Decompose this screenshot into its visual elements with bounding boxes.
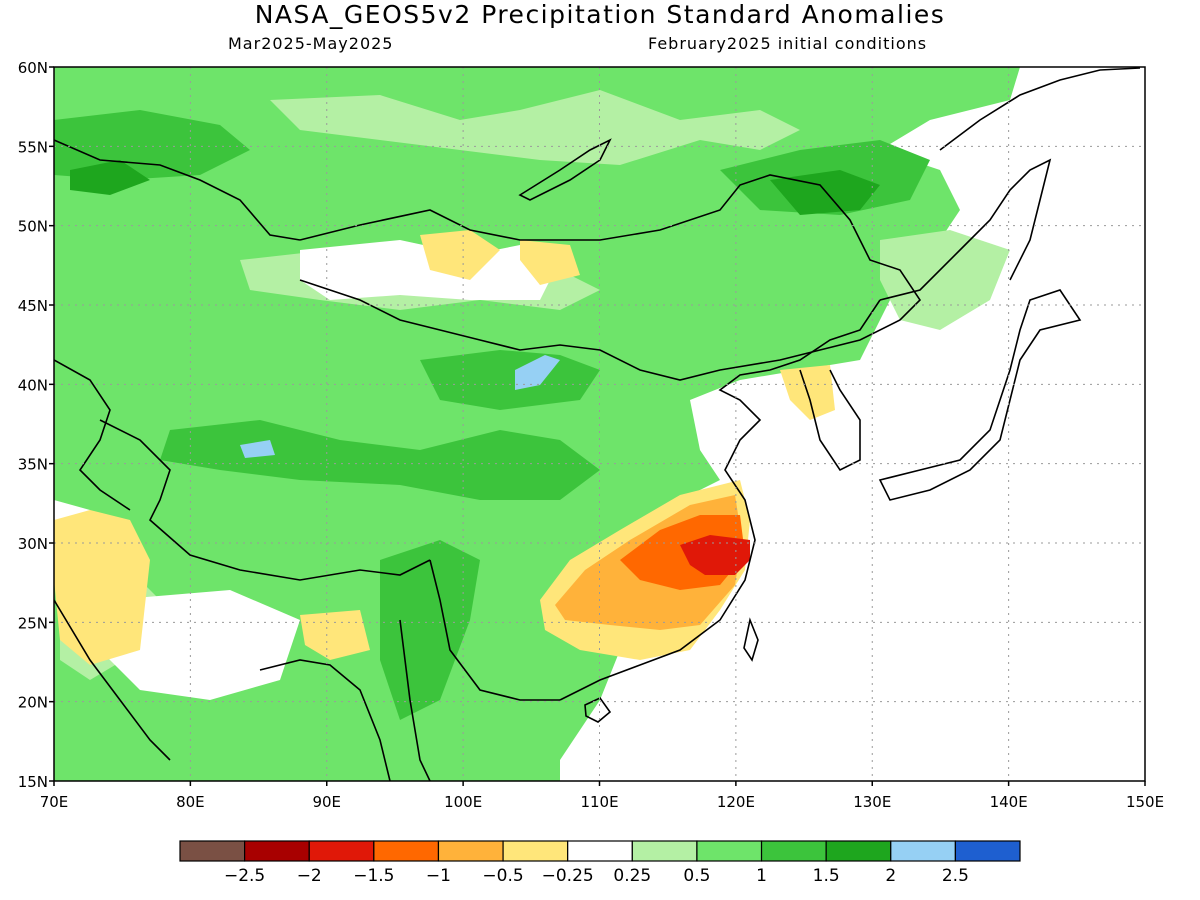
anomaly-field (54, 67, 1020, 781)
coast-indochina (399, 559, 560, 781)
lon-tick-label: 90E (312, 793, 341, 811)
wet-band-southwest (380, 540, 480, 720)
colorbar-label: −1 (426, 866, 451, 886)
lon-tick-label: 110E (580, 793, 618, 811)
island-hainan (584, 696, 612, 723)
dry-patch-mongolia-2 (520, 240, 580, 285)
wet-extreme-lake (515, 355, 560, 390)
colorbar-label: −0.5 (482, 866, 523, 886)
coast-far-east (939, 67, 1141, 151)
lat-tick-label: 60N (18, 59, 48, 77)
colorbar-label: −2 (297, 866, 322, 886)
lat-tick-label: 55N (18, 138, 48, 156)
coast-bay-bengal (54, 599, 391, 781)
lat-tick-label: 50N (18, 218, 48, 236)
lon-tick-label: 70E (40, 793, 69, 811)
lat-tick-label: 40N (18, 376, 48, 394)
colorbar-swatch (631, 840, 698, 862)
lon-tick-labels: 70E 80E 90E 100E 110E 120E 130E 140E 150E (40, 793, 1164, 811)
colorbar: −2.5 −2 −1.5 −1 −0.5 −0.25 0.25 0.5 1 1.5 2 2.5 (179, 840, 1021, 886)
border-mongolia (299, 174, 922, 381)
lat-tick-label: 45N (18, 297, 48, 315)
forecast-period: Mar2025-May2025 (228, 34, 394, 53)
colorbar-swatch (954, 840, 1021, 862)
colorbar-label: 1.5 (813, 866, 840, 886)
lon-tick-label: 80E (176, 793, 205, 811)
lat-tick-label: 30N (18, 535, 48, 553)
colorbar-swatch (760, 840, 827, 862)
colorbar-label: −1.5 (353, 866, 394, 886)
colorbar-swatch (502, 840, 569, 862)
colorbar-label: 0.25 (613, 866, 651, 886)
dry-region-south-china-core (680, 535, 750, 575)
map-title: NASA_GEOS5v2 Precipitation Standard Anom… (254, 0, 946, 29)
border-west (54, 359, 131, 511)
coastlines-and-borders (54, 67, 1141, 781)
lat-tick-label: 25N (18, 614, 48, 632)
dry-patch-mongolia (420, 230, 500, 280)
light-wet-east (880, 230, 1010, 330)
neutral-patch-south (100, 590, 300, 700)
colorbar-label: −2.5 (224, 866, 265, 886)
lat-tick-label: 15N (18, 773, 48, 791)
coast-far-east-2 (879, 158, 1052, 301)
island-taiwan (743, 617, 759, 662)
axis-ticks (49, 66, 1146, 786)
lon-tick-label: 100E (444, 793, 482, 811)
coast-korea (799, 369, 861, 472)
colorbar-label: 2 (885, 866, 896, 886)
lat-tick-labels: 60N 55N 50N 45N 40N 35N 30N 25N 20N 15N (18, 59, 48, 791)
wet-region-broad (54, 67, 1020, 781)
lat-tick-label: 20N (18, 694, 48, 712)
lon-tick-label: 120E (717, 793, 755, 811)
coast-china (559, 299, 881, 701)
border-north (54, 139, 301, 241)
colorbar-swatch (244, 840, 310, 862)
colorbar-swatch (179, 840, 246, 862)
colorbar-swatch (373, 840, 440, 862)
dry-patch-west (54, 510, 150, 665)
colorbar-label: 2.5 (942, 866, 969, 886)
wet-band-northwest (54, 110, 250, 180)
colorbar-swatch (890, 840, 956, 862)
lon-tick-label: 130E (853, 793, 891, 811)
very-wet-core-west (70, 160, 150, 195)
initial-conditions-label: February2025 initial conditions (648, 34, 928, 53)
lake-baikal (518, 138, 612, 201)
colorbar-label: −0.25 (542, 866, 594, 886)
colorbar-swatch (825, 840, 892, 862)
colorbar-label: 0.5 (683, 866, 710, 886)
grid-lines (54, 67, 1145, 781)
border-himalaya (99, 419, 431, 581)
colorbar-swatch (308, 840, 375, 862)
lon-tick-label: 140E (990, 793, 1028, 811)
colorbar-swatch (437, 840, 504, 862)
colorbar-swatch (696, 840, 763, 862)
wet-extreme-tibet (240, 440, 275, 458)
lat-tick-label: 35N (18, 456, 48, 474)
dry-patch-bangladesh (300, 610, 370, 660)
light-wet-north (270, 90, 800, 165)
lon-tick-label: 150E (1126, 793, 1164, 811)
colorbar-swatch (567, 840, 633, 862)
colorbar-label: 1 (756, 866, 767, 886)
